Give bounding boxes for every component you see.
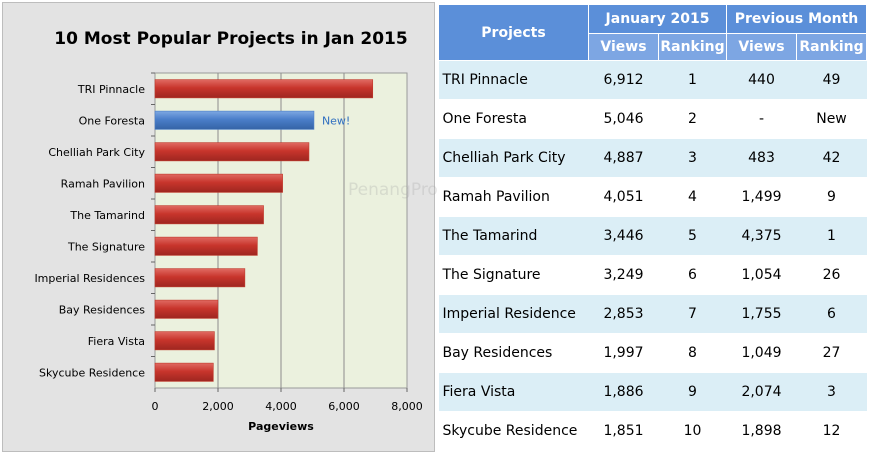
chart-panel: 10 Most Popular Projects in Jan 2015 0 2,… xyxy=(2,2,435,452)
prev-views-cell: 1,898 xyxy=(726,411,797,451)
table-row: Ramah Pavilion 4,051 4 1,499 9 xyxy=(438,177,867,217)
new-annotation: New! xyxy=(322,114,350,127)
jan-ranking-cell: 4 xyxy=(658,177,727,217)
jan-ranking-cell: 2 xyxy=(658,99,727,139)
prev-ranking-cell: 1 xyxy=(796,216,867,256)
project-name-cell: Imperial Residence xyxy=(438,294,589,334)
bar xyxy=(154,205,264,225)
table-row: The Signature 3,249 6 1,054 26 xyxy=(438,255,867,295)
project-name-cell: Bay Residences xyxy=(438,333,589,373)
jan-ranking-cell: 3 xyxy=(658,138,727,178)
bar xyxy=(154,110,315,130)
table-row: TRI Pinnacle 6,912 1 440 49 xyxy=(438,60,867,100)
jan-ranking-cell: 6 xyxy=(658,255,727,295)
category-label: The Signature xyxy=(67,240,145,253)
prev-ranking-cell: 42 xyxy=(796,138,867,178)
jan-views-cell: 6,912 xyxy=(588,60,659,100)
jan-views-cell: 3,249 xyxy=(588,255,659,295)
jan-views-cell: 4,887 xyxy=(588,138,659,178)
prev-ranking-cell: New xyxy=(796,99,867,139)
project-name-cell: Chelliah Park City xyxy=(438,138,589,178)
prev-views-cell: 1,499 xyxy=(726,177,797,217)
header-previous-month: Previous Month xyxy=(726,4,867,34)
category-label: Chelliah Park City xyxy=(48,146,145,159)
jan-views-cell: 4,051 xyxy=(588,177,659,217)
data-table: Projects January 2015 Previous Month Vie… xyxy=(438,4,867,451)
prev-ranking-cell: 49 xyxy=(796,60,867,100)
header-projects: Projects xyxy=(438,4,589,61)
jan-ranking-cell: 8 xyxy=(658,333,727,373)
table-row: Imperial Residence 2,853 7 1,755 6 xyxy=(438,294,867,334)
x-tick-label: 4,000 xyxy=(265,400,297,413)
prev-views-cell: - xyxy=(726,99,797,139)
jan-ranking-cell: 7 xyxy=(658,294,727,334)
category-label: Imperial Residences xyxy=(34,272,145,285)
category-label: The Tamarind xyxy=(69,209,145,222)
prev-ranking-cell: 27 xyxy=(796,333,867,373)
header-january-2015: January 2015 xyxy=(588,4,727,34)
chart-title: 10 Most Popular Projects in Jan 2015 xyxy=(54,29,407,49)
prev-views-cell: 1,054 xyxy=(726,255,797,295)
jan-ranking-cell: 10 xyxy=(658,411,727,451)
bar xyxy=(154,236,258,256)
bar xyxy=(154,299,219,319)
table-row: One Foresta 5,046 2- New xyxy=(438,99,867,139)
jan-views-cell: 1,851 xyxy=(588,411,659,451)
bar xyxy=(154,268,246,288)
jan-ranking-cell: 1 xyxy=(658,60,727,100)
category-label: Bay Residences xyxy=(59,303,146,316)
category-label: One Foresta xyxy=(79,114,145,127)
prev-ranking-cell: 12 xyxy=(796,411,867,451)
project-name-cell: The Signature xyxy=(438,255,589,295)
bar xyxy=(154,142,310,162)
table-row: Chelliah Park City 4,887 3 483 42 xyxy=(438,138,867,178)
x-tick-label: 0 xyxy=(152,400,159,413)
project-name-cell: One Foresta xyxy=(438,99,589,139)
jan-views-cell: 3,446 xyxy=(588,216,659,256)
prev-views-cell: 4,375 xyxy=(726,216,797,256)
prev-views-cell: 1,049 xyxy=(726,333,797,373)
category-label: TRI Pinnacle xyxy=(77,83,145,96)
jan-views-cell: 5,046 xyxy=(588,99,659,139)
jan-views-cell: 2,853 xyxy=(588,294,659,334)
x-axis-title: Pageviews xyxy=(248,420,314,433)
prev-ranking-cell: 9 xyxy=(796,177,867,217)
bar xyxy=(154,79,374,99)
prev-views-cell: 483 xyxy=(726,138,797,178)
bar xyxy=(154,331,215,351)
prev-ranking-cell: 26 xyxy=(796,255,867,295)
prev-views-cell: 440 xyxy=(726,60,797,100)
jan-views-cell: 1,997 xyxy=(588,333,659,373)
x-tick-label: 8,000 xyxy=(391,400,423,413)
prev-ranking-cell: 3 xyxy=(796,372,867,412)
x-tick-label: 6,000 xyxy=(328,400,360,413)
bar xyxy=(154,173,283,193)
table-row: Skycube Residence 1,851 10 1,898 12 xyxy=(438,411,867,451)
jan-ranking-cell: 9 xyxy=(658,372,727,412)
prev-ranking-cell: 6 xyxy=(796,294,867,334)
jan-ranking-cell: 5 xyxy=(658,216,727,256)
header-jan-views: Views xyxy=(588,33,659,61)
category-label: Fiera Vista xyxy=(88,335,145,348)
project-name-cell: Fiera Vista xyxy=(438,372,589,412)
project-name-cell: TRI Pinnacle xyxy=(438,60,589,100)
header-prev-views: Views xyxy=(726,33,797,61)
x-tick-label: 2,000 xyxy=(202,400,234,413)
category-label: Skycube Residence xyxy=(39,366,145,379)
bar-chart: 10 Most Popular Projects in Jan 2015 0 2,… xyxy=(34,29,423,433)
header-prev-ranking: Ranking xyxy=(796,33,867,61)
prev-views-cell: 1,755 xyxy=(726,294,797,334)
header-jan-ranking: Ranking xyxy=(658,33,727,61)
category-label: Ramah Pavilion xyxy=(61,177,145,190)
jan-views-cell: 1,886 xyxy=(588,372,659,412)
table-row: The Tamarind 3,446 5 4,375 1 xyxy=(438,216,867,256)
bar xyxy=(154,362,214,382)
data-table-panel: Projects January 2015 Previous Month Vie… xyxy=(438,4,867,451)
project-name-cell: Skycube Residence xyxy=(438,411,589,451)
project-name-cell: Ramah Pavilion xyxy=(438,177,589,217)
prev-views-cell: 2,074 xyxy=(726,372,797,412)
project-name-cell: The Tamarind xyxy=(438,216,589,256)
table-row: Fiera Vista 1,886 9 2,074 3 xyxy=(438,372,867,412)
table-row: Bay Residences 1,997 8 1,049 27 xyxy=(438,333,867,373)
